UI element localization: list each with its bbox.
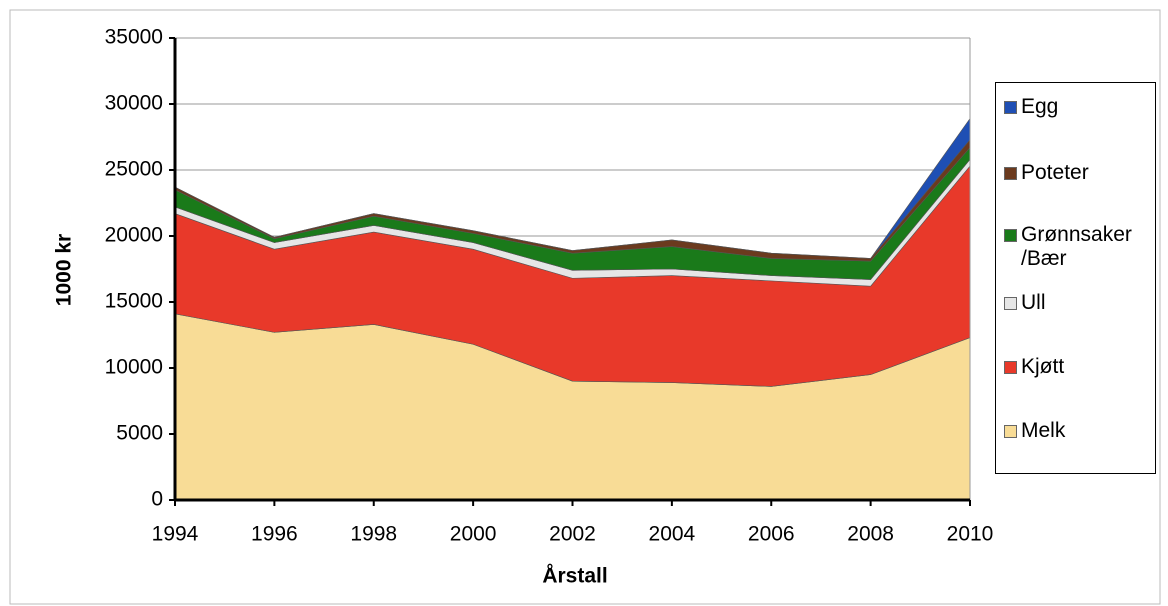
x-tick-label: 2002 <box>549 523 596 546</box>
y-axis-label: 1000 kr <box>53 234 76 306</box>
x-tick-label: 2006 <box>748 523 795 546</box>
x-tick-label: 2010 <box>947 523 994 546</box>
y-tick-label: 5000 <box>116 422 163 445</box>
x-tick-label: 1998 <box>350 523 397 546</box>
y-tick-label: 35000 <box>105 26 163 49</box>
legend-item: Grønnsaker /Bær <box>1004 223 1154 271</box>
legend-swatch <box>1004 297 1017 310</box>
plot-area <box>174 37 971 501</box>
y-tick-label: 0 <box>151 488 163 511</box>
x-axis-label: Årstall <box>542 564 607 588</box>
legend-item: Melk <box>1004 419 1154 443</box>
chart-frame <box>9 9 1161 605</box>
y-tick-label: 10000 <box>105 356 163 379</box>
legend-swatch <box>1004 167 1017 180</box>
legend-label: Ull <box>1021 291 1046 314</box>
legend-swatch <box>1004 425 1017 438</box>
legend-item: Poteter <box>1004 161 1154 185</box>
legend-swatch <box>1004 361 1017 374</box>
x-tick-label: 2004 <box>649 523 696 546</box>
x-tick-label: 2008 <box>847 523 894 546</box>
legend-swatch <box>1004 229 1017 242</box>
legend-item: Egg <box>1004 95 1154 119</box>
legend-swatch <box>1004 101 1017 114</box>
x-tick-label: 1994 <box>152 523 199 546</box>
y-tick-label: 20000 <box>105 224 163 247</box>
legend-label: Kjøtt <box>1021 355 1065 378</box>
legend-label: Egg <box>1021 95 1059 118</box>
legend-label: Poteter <box>1021 161 1089 184</box>
legend-item: Kjøtt <box>1004 355 1154 379</box>
legend-label: Grønnsaker /Bær <box>1021 223 1132 270</box>
legend-label: Melk <box>1021 419 1066 442</box>
y-tick-label: 15000 <box>105 290 163 313</box>
legend: Melk Kjøtt Ull Grønnsaker /Bær Poteter Egg <box>995 82 1156 474</box>
y-tick-label: 25000 <box>105 158 163 181</box>
x-tick-label: 2000 <box>450 523 497 546</box>
x-tick-label: 1996 <box>251 523 298 546</box>
y-tick-label: 30000 <box>105 92 163 115</box>
legend-item: Ull <box>1004 291 1154 315</box>
